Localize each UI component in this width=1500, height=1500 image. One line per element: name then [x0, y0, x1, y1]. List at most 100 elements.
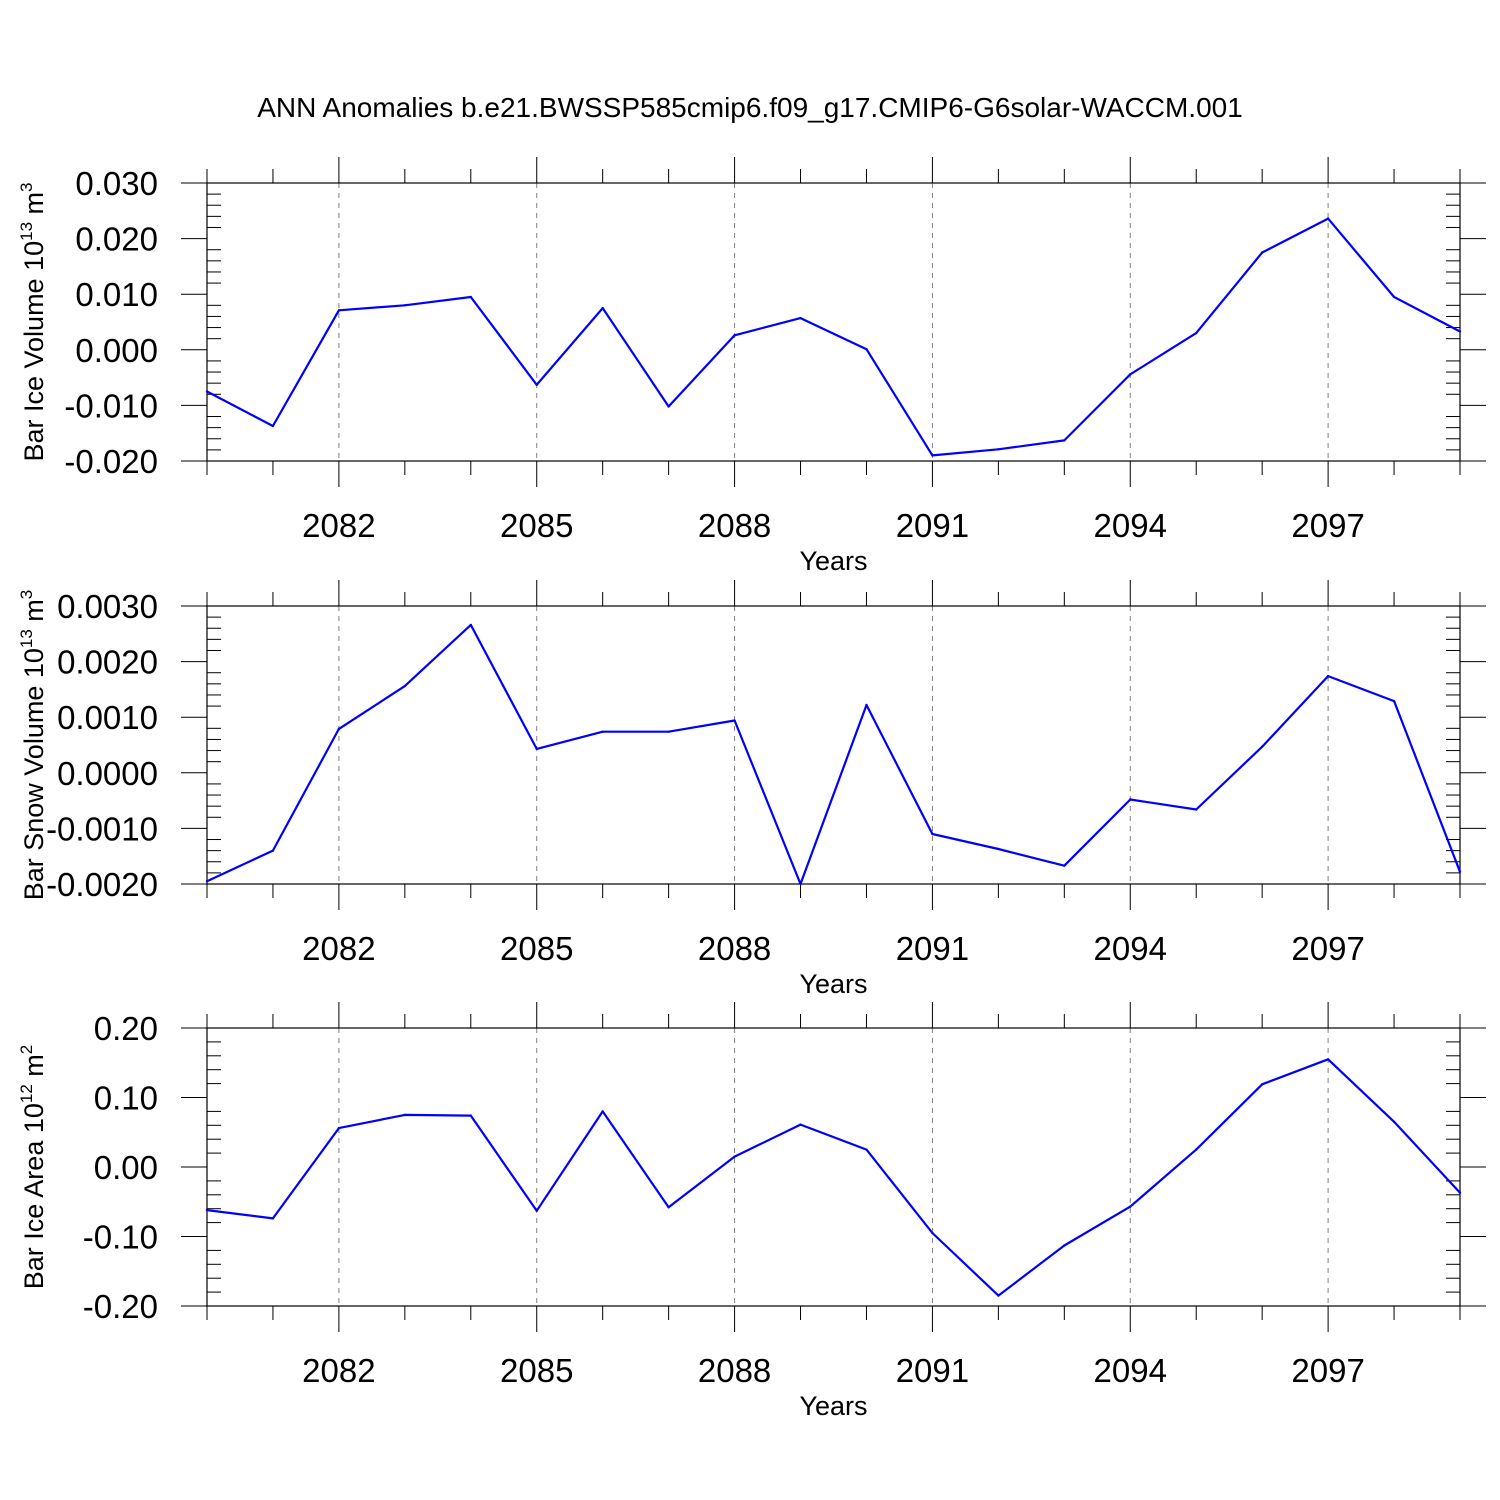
y-tick-label: -0.10	[83, 1219, 158, 1256]
data-point	[1326, 1058, 1330, 1061]
data-point	[469, 1114, 472, 1117]
x-tick-label: 2091	[896, 507, 969, 544]
panel-1: 0.030 0.020 0.010 0.000 -0.010 -0.020 2082 2085…	[17, 157, 1486, 576]
y-tick-label: 0.0010	[57, 699, 158, 736]
y-tick-label: 0.20	[94, 1010, 158, 1047]
x-tick-label: 2097	[1291, 507, 1364, 544]
panel-2: 0.0030 0.0020 0.0010 0.0000 -0.0010 -0.0020 20…	[17, 580, 1486, 999]
x-tick-label: 2094	[1094, 1352, 1167, 1389]
data-point	[337, 309, 341, 312]
data-point	[1326, 217, 1330, 220]
x-tick-label: 2097	[1291, 1352, 1364, 1389]
x-tick-label: 2085	[500, 930, 573, 967]
data-point	[271, 1217, 275, 1220]
series-line	[206, 623, 1462, 886]
data-point	[205, 390, 209, 393]
data-point	[865, 348, 868, 351]
y-tick-label: 0.0020	[57, 644, 158, 681]
data-point	[205, 1208, 209, 1212]
x-tick-label: 2085	[500, 507, 573, 544]
data-point	[1458, 330, 1462, 333]
data-point	[469, 623, 472, 627]
panel-3: 0.20 0.10 0.00 -0.10 -0.20 2082 2085 2088 2091 20…	[17, 1002, 1486, 1421]
data-point	[271, 849, 275, 852]
data-point	[403, 684, 407, 688]
data-point	[337, 727, 341, 731]
x-tick-label: 2085	[500, 1352, 573, 1389]
y-tick-label: 0.10	[94, 1080, 158, 1117]
data-point	[1392, 699, 1396, 703]
data-point	[667, 405, 670, 408]
data-point	[799, 316, 802, 320]
data-point	[1129, 373, 1132, 376]
x-axis-label: Years	[799, 546, 867, 576]
data-point	[469, 295, 472, 299]
y-tick-label: -0.010	[64, 387, 158, 424]
data-point	[931, 454, 934, 457]
x-tick-label: 2082	[302, 1352, 375, 1389]
x-tick-label: 2094	[1094, 507, 1167, 544]
x-tick-label: 2091	[896, 1352, 969, 1389]
y-axis-label: Bar Ice Area 1012 m2	[17, 1045, 49, 1290]
data-point	[1260, 745, 1264, 748]
data-point	[1392, 295, 1396, 299]
y-tick-label: -0.0020	[46, 866, 158, 903]
plot-frame	[206, 605, 1461, 885]
data-point	[601, 730, 604, 733]
data-point	[403, 304, 407, 307]
data-point	[1458, 1191, 1462, 1194]
data-point	[667, 730, 670, 733]
data-point	[1260, 251, 1264, 254]
data-point	[667, 1206, 670, 1209]
data-point	[1260, 1083, 1264, 1086]
x-tick-label: 2094	[1094, 930, 1167, 967]
x-tick-label: 2088	[698, 1352, 771, 1389]
data-point	[1129, 798, 1132, 801]
data-point	[865, 703, 868, 707]
data-point	[403, 1113, 407, 1117]
data-point	[601, 306, 604, 310]
y-axis-label: Bar Ice Volume 1013 m3	[17, 182, 49, 461]
y-tick-label: 0.0030	[57, 588, 158, 625]
chart-title: ANN Anomalies b.e21.BWSSP585cmip6.f09_g1…	[257, 92, 1243, 123]
data-point	[733, 334, 736, 337]
x-tick-label: 2082	[302, 507, 375, 544]
data-point	[1063, 864, 1066, 867]
data-point	[997, 1294, 1000, 1297]
data-point	[1195, 331, 1198, 335]
y-tick-label: -0.020	[64, 443, 158, 480]
y-tick-label: 0.030	[75, 165, 158, 202]
y-tick-label: 0.000	[75, 332, 158, 369]
plot-frame	[206, 182, 1461, 462]
x-axis-label: Years	[799, 969, 867, 999]
data-point	[1195, 1148, 1198, 1151]
data-point	[1195, 808, 1198, 811]
data-point	[535, 383, 538, 387]
data-point	[535, 747, 538, 751]
y-tick-label: 0.010	[75, 276, 158, 313]
data-point	[1392, 1120, 1396, 1124]
x-tick-label: 2082	[302, 930, 375, 967]
data-point	[535, 1209, 538, 1212]
x-tick-label: 2088	[698, 930, 771, 967]
data-point	[799, 1123, 802, 1126]
data-point	[733, 1155, 736, 1158]
data-point	[1063, 1244, 1066, 1247]
data-point	[1063, 439, 1066, 442]
y-tick-label: 0.0000	[57, 755, 158, 792]
series-line	[206, 217, 1461, 457]
y-tick-label: -0.20	[83, 1288, 158, 1325]
data-point	[1458, 870, 1462, 873]
series-line	[206, 1058, 1461, 1297]
data-point	[931, 1231, 934, 1235]
data-point	[337, 1126, 341, 1130]
data-point	[1326, 674, 1330, 678]
data-point	[997, 847, 1000, 851]
x-tick-label: 2088	[698, 507, 771, 544]
y-tick-label: 0.00	[94, 1149, 158, 1186]
plot-frame	[206, 1027, 1461, 1307]
data-point	[271, 424, 275, 428]
data-point	[865, 1148, 868, 1151]
data-point	[205, 880, 209, 883]
